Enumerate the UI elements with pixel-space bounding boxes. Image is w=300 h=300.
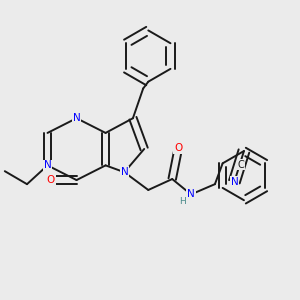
- Text: C: C: [238, 160, 244, 170]
- Text: O: O: [174, 143, 182, 153]
- Text: N: N: [44, 160, 51, 170]
- Text: N: N: [73, 113, 80, 123]
- Text: N: N: [230, 177, 238, 187]
- Text: N: N: [121, 167, 128, 177]
- Text: H: H: [179, 197, 186, 206]
- Text: N: N: [187, 189, 195, 200]
- Text: O: O: [47, 175, 55, 185]
